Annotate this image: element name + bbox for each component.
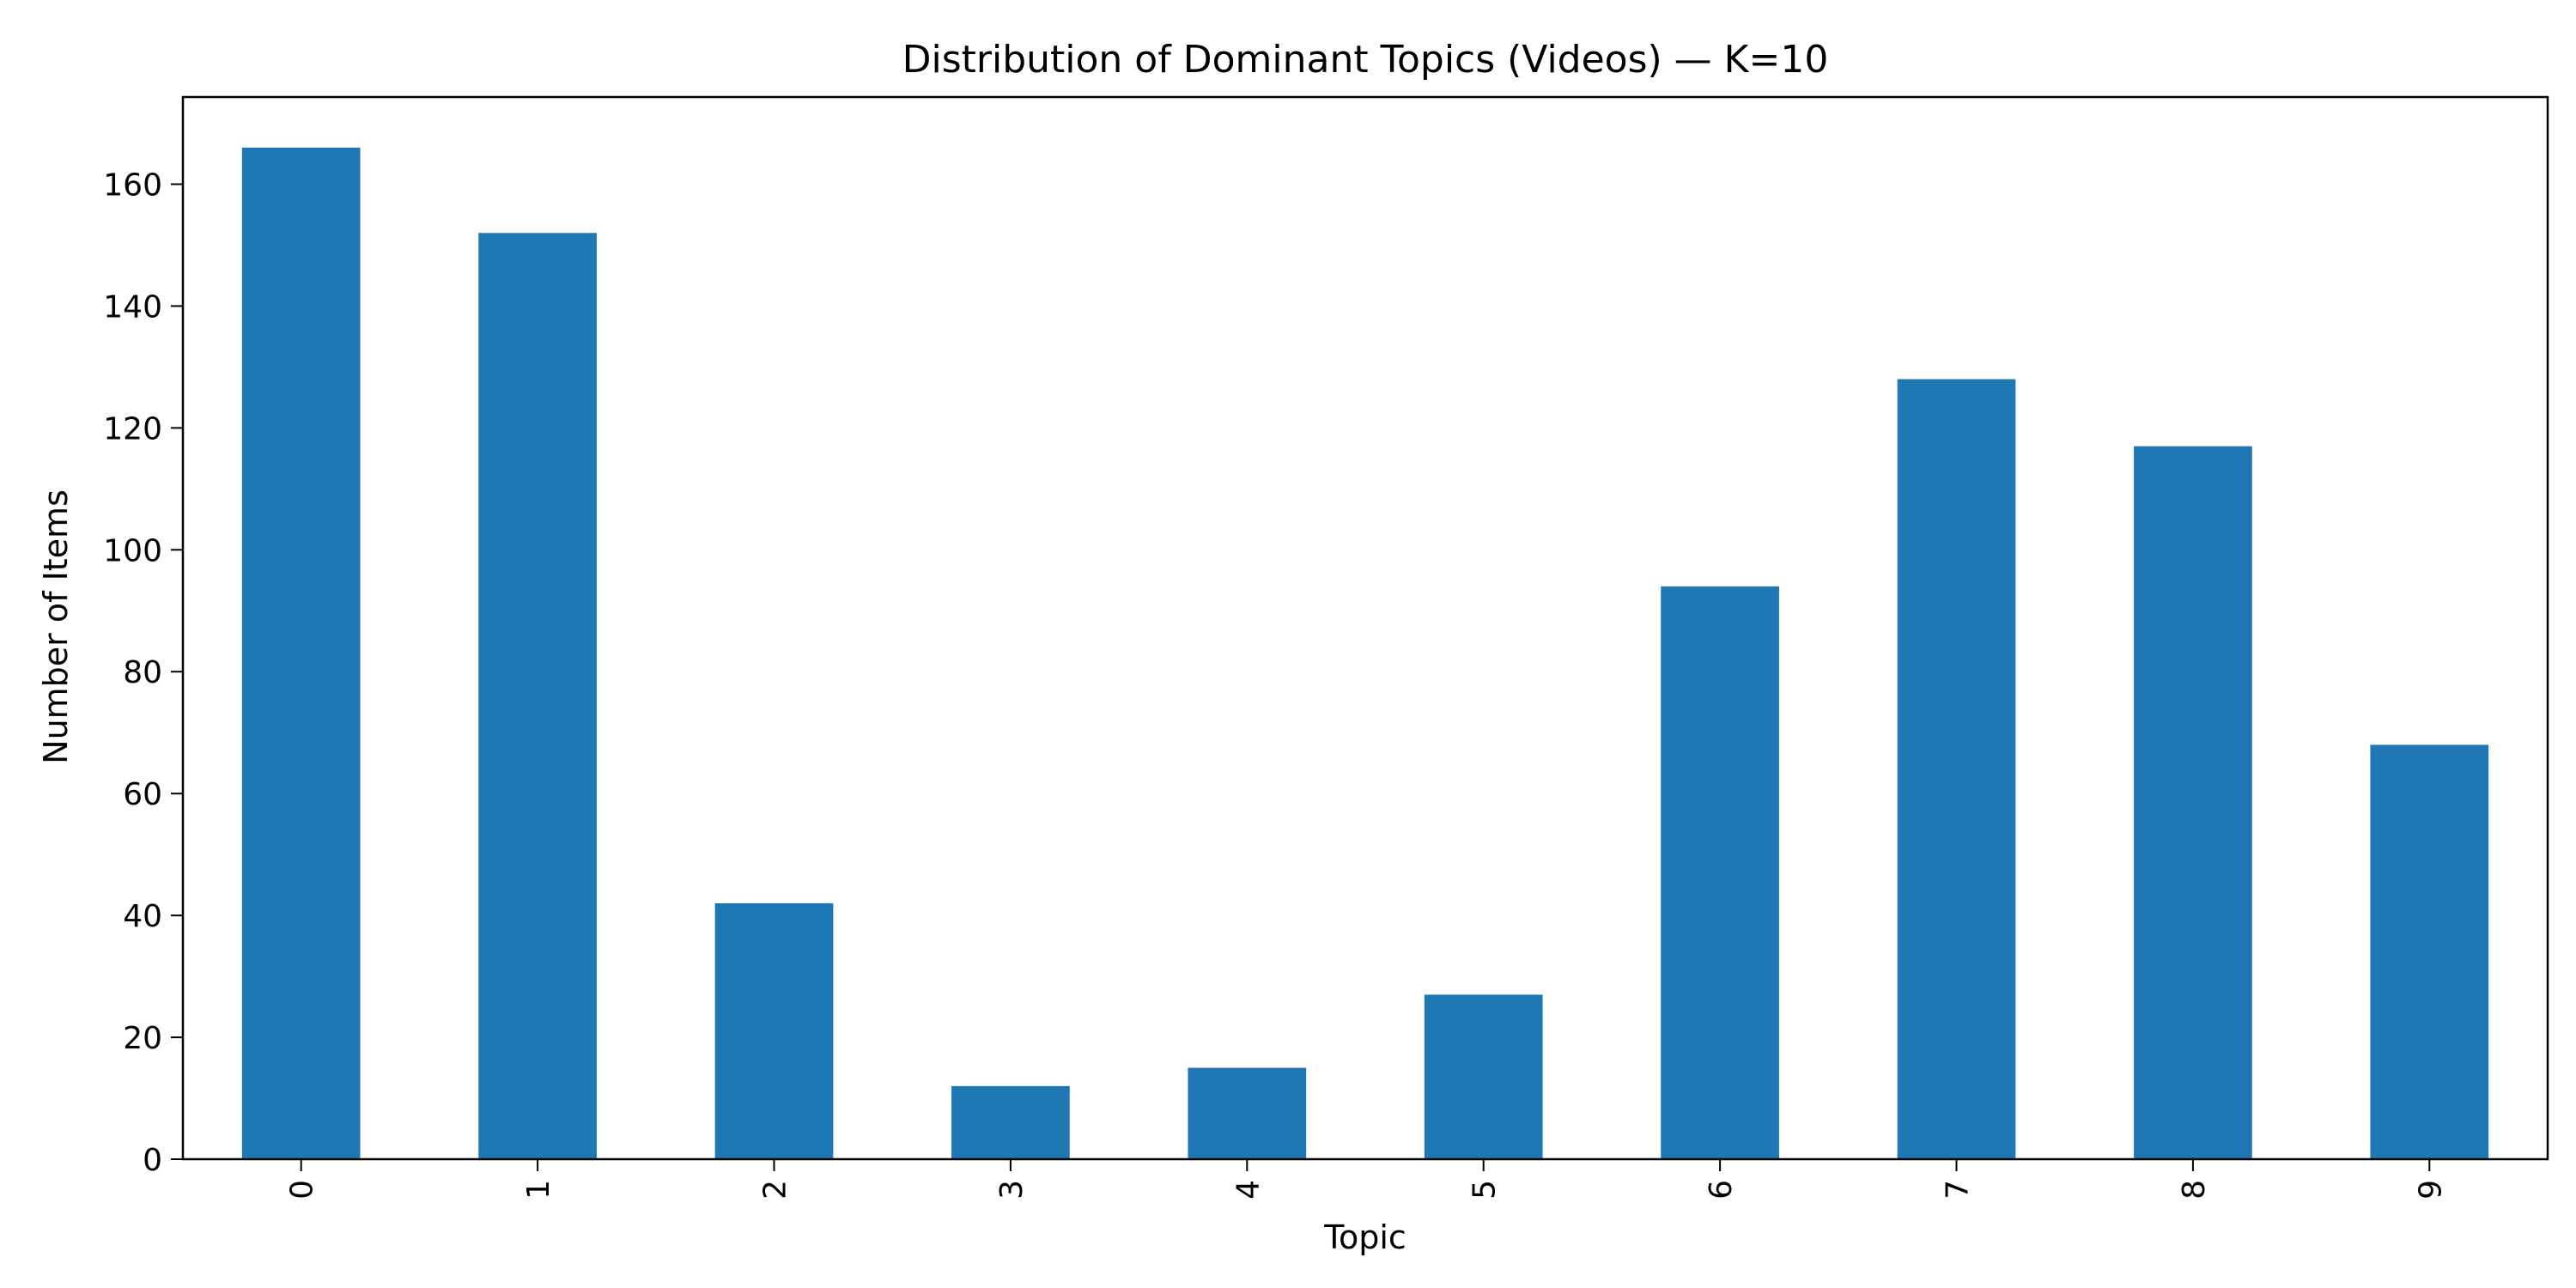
y-tick-label: 0 xyxy=(143,1143,162,1178)
bar-topic-4 xyxy=(1188,1067,1307,1159)
bar-topic-3 xyxy=(951,1085,1070,1159)
y-tick-label: 80 xyxy=(123,655,162,690)
bar-topic-6 xyxy=(1661,586,1779,1159)
bar-topic-7 xyxy=(1897,379,2016,1160)
x-tick-label: 0 xyxy=(285,1180,320,1200)
x-tick-label: 9 xyxy=(2413,1180,2448,1200)
y-tick-label: 20 xyxy=(123,1021,162,1056)
x-tick-label: 5 xyxy=(1467,1180,1503,1200)
y-tick-label: 100 xyxy=(103,533,162,568)
bar-topic-2 xyxy=(714,902,834,1159)
x-tick-label: 3 xyxy=(994,1180,1030,1200)
y-tick-label: 60 xyxy=(123,777,162,812)
bar-topic-1 xyxy=(478,233,597,1159)
chart-title: Distribution of Dominant Topics (Videos)… xyxy=(902,38,1829,82)
y-axis-label: Number of Items xyxy=(37,489,75,764)
y-tick-label: 120 xyxy=(103,411,162,447)
bar-topic-0 xyxy=(241,147,361,1159)
x-tick-label: 7 xyxy=(1941,1180,1976,1200)
plot-area: 0 20 40 60 80 100 120 140 160 0 1 2 3 4 5 6 7 8 9 xyxy=(103,95,2549,1200)
x-tick-label: 1 xyxy=(521,1180,556,1200)
x-tick-label: 2 xyxy=(758,1180,793,1200)
y-tick-label: 140 xyxy=(103,289,162,325)
axes-frame xyxy=(181,95,2549,1161)
x-tick-label: 4 xyxy=(1230,1180,1266,1200)
x-tick-label: 6 xyxy=(1704,1180,1739,1200)
y-tick-label: 40 xyxy=(123,899,162,934)
bar-topic-5 xyxy=(1424,994,1543,1159)
bar-topic-8 xyxy=(2134,446,2252,1159)
y-tick-label: 160 xyxy=(103,167,162,203)
bar-topic-9 xyxy=(2370,744,2489,1159)
x-axis-label: Topic xyxy=(1323,1218,1406,1256)
x-tick-label: 8 xyxy=(2177,1180,2212,1200)
